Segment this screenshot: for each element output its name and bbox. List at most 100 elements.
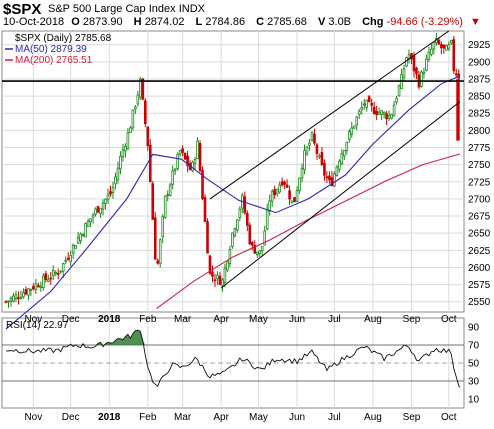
month-tick-label: Feb <box>139 314 157 325</box>
candle-body <box>158 239 162 264</box>
candle-body <box>320 152 324 165</box>
rsi-month-tick-label: Feb <box>139 412 157 423</box>
candle-body <box>79 233 82 242</box>
rsi-line <box>5 329 461 388</box>
candle-body <box>338 160 341 170</box>
price-tick-label: 2600 <box>468 263 491 274</box>
candle-body <box>106 194 110 200</box>
candle-body <box>121 149 125 158</box>
candle-body <box>44 273 48 280</box>
candle-body <box>76 237 80 244</box>
candle-body <box>425 58 428 71</box>
candle-body <box>17 297 20 300</box>
rsi-tick-label: 30 <box>468 377 480 388</box>
rsi-month-tick-label: Sep <box>403 412 421 423</box>
price-legend-entry: MA(200) 2765.51 <box>15 55 93 66</box>
candle-body <box>246 213 249 226</box>
candle-body <box>96 206 100 213</box>
candle-body <box>340 153 344 165</box>
candle-body <box>248 224 252 245</box>
candle-body <box>66 257 70 260</box>
candle-body <box>250 242 254 246</box>
rsi-month-tick-label: Jul <box>328 412 341 423</box>
candle-body <box>226 261 229 271</box>
candle-body <box>452 39 456 72</box>
price-tick-label: 2775 <box>468 143 491 154</box>
candle-body <box>231 232 234 247</box>
month-tick-label: Jun <box>289 314 305 325</box>
price-candles <box>4 32 461 308</box>
candle-body <box>12 295 15 302</box>
candle-body <box>382 112 386 115</box>
candle-body <box>315 144 319 154</box>
symbol: $SPX <box>3 1 42 18</box>
rsi-month-tick-label: Mar <box>174 412 192 423</box>
candle-body <box>27 288 30 296</box>
candle-body <box>280 181 284 186</box>
candle-body <box>86 220 90 227</box>
candle-body <box>198 143 202 171</box>
candle-body <box>360 106 364 110</box>
candle-body <box>161 216 165 238</box>
price-tick-label: 2825 <box>468 109 491 120</box>
candle-body <box>405 57 408 67</box>
candle-body <box>412 55 416 72</box>
candle-body <box>131 109 135 129</box>
candle-body <box>134 106 137 110</box>
price-tick-label: 2850 <box>468 92 491 103</box>
candle-body <box>268 200 271 212</box>
candle-body <box>288 190 291 200</box>
month-tick-label: Oct <box>441 314 457 325</box>
axes: 2550 2575 2600 2625 2650 2675 2700 2725 2750 2775… <box>24 40 490 423</box>
quote-low: L 2784.86 <box>195 16 246 28</box>
candle-body <box>42 275 45 288</box>
candle-body <box>380 110 383 115</box>
candle-body <box>397 85 401 97</box>
quote-close: C 2785.68 <box>256 16 307 28</box>
candle-body <box>64 259 68 262</box>
candle-body <box>445 45 448 51</box>
candle-body <box>223 267 227 283</box>
price-pane-frame <box>1 30 465 313</box>
candle-body <box>116 167 120 181</box>
candle-body <box>151 183 155 220</box>
candle-body <box>196 140 199 159</box>
candle-body <box>56 272 60 275</box>
candle-body <box>14 294 18 299</box>
candle-body <box>228 249 232 264</box>
candle-body <box>91 214 95 218</box>
candle-body <box>260 246 264 251</box>
candle-body <box>402 68 406 78</box>
candle-body <box>104 198 107 204</box>
index-name: S&P 500 Large Cap Index INDX <box>48 3 205 15</box>
rsi-legend-entry: RSI(14) 22.97 <box>6 320 69 331</box>
candle-body <box>69 255 72 262</box>
candle-body <box>29 288 33 291</box>
candle-body <box>440 44 443 49</box>
candle-body <box>313 133 316 144</box>
candle-body <box>308 142 311 146</box>
candle-body <box>216 274 219 279</box>
candle-body <box>442 44 446 49</box>
candle-body <box>370 102 373 106</box>
candle-body <box>168 184 172 196</box>
candle-body <box>213 279 217 282</box>
candle-body <box>136 94 140 105</box>
candle-body <box>126 132 130 150</box>
price-tick-label: 2650 <box>468 229 491 240</box>
candle-body <box>166 194 169 196</box>
candle-body <box>345 141 349 151</box>
candle-body <box>22 292 25 298</box>
candle-body <box>422 71 426 74</box>
candle-body <box>206 221 209 254</box>
candle-body <box>146 126 150 147</box>
rsi-month-tick-label: Nov <box>24 412 42 423</box>
candle-body <box>19 296 23 299</box>
trend-lines <box>2 30 464 289</box>
rsi-month-tick-label: Apr <box>213 412 229 423</box>
chart-header: $SPX S&P 500 Large Cap Index INDX 10-Oct… <box>0 0 494 30</box>
price-tick-label: 2900 <box>468 57 491 68</box>
rsi-tick-label: 50 <box>468 359 480 370</box>
candle-body <box>99 207 102 215</box>
candle-body <box>111 186 115 193</box>
